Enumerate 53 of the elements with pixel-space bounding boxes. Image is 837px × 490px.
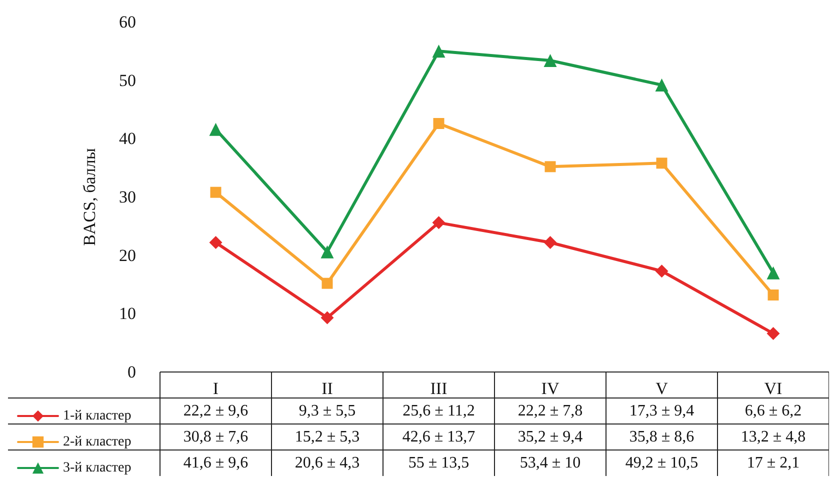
y-tick-label: 30	[119, 188, 136, 206]
y-tick-label: 10	[119, 304, 136, 324]
x-tick-label: I	[212, 379, 219, 398]
x-tick-label: VI	[764, 379, 783, 398]
data-label: 30,8 ± 7,6	[183, 428, 248, 446]
legend-label: 3-й кластер	[63, 460, 132, 476]
point	[320, 245, 334, 258]
point	[432, 44, 446, 58]
y-tick-label: 0	[128, 362, 136, 382]
data-label: 22,2 ± 9,6	[183, 402, 248, 420]
data-label: 17 ± 2,1	[746, 454, 800, 472]
point	[544, 161, 556, 172]
point	[655, 264, 668, 278]
point	[322, 278, 333, 289]
y-tick-label: 60	[119, 12, 136, 32]
point	[432, 216, 446, 230]
point	[209, 122, 222, 136]
point	[766, 327, 780, 340]
legend-label: 2-й кластер	[63, 434, 132, 450]
point	[655, 78, 668, 92]
point	[433, 118, 444, 129]
data-label: 6,6 ± 6,2	[744, 402, 802, 420]
point	[766, 266, 780, 280]
data-label: 25,6 ± 11,2	[402, 402, 475, 420]
point	[209, 236, 222, 249]
data-label: 35,8 ± 8,6	[629, 428, 694, 446]
point	[210, 186, 222, 198]
x-tick-label: IV	[541, 379, 560, 398]
y-tick-label: 50	[119, 70, 136, 90]
data-label: 13,2 ± 4,8	[740, 428, 806, 446]
data-label: 35,2 ± 9,4	[518, 428, 583, 446]
x-tick-label: V	[656, 379, 669, 398]
data-label: 17,3 ± 9,4	[629, 402, 694, 420]
legend-label: 1-й кластер	[63, 408, 132, 424]
x-tick-label: III	[430, 379, 448, 398]
data-label: 20,6 ± 4,3	[294, 454, 360, 472]
point	[320, 311, 334, 324]
y-axis-title: BACS, баллы	[80, 148, 99, 246]
y-tick-label: 20	[119, 246, 136, 265]
data-label: 49,2 ± 10,5	[625, 454, 698, 472]
data-label: 53,4 ± 10	[520, 454, 581, 472]
y-tick-label: 40	[119, 129, 136, 148]
data-label: 9,3 ± 5,5	[298, 402, 356, 420]
data-label: 42,6 ± 13,7	[402, 428, 476, 446]
point	[544, 236, 557, 249]
point	[768, 290, 779, 300]
data-label: 15,2 ± 5,3	[294, 428, 360, 446]
data-label: 55 ± 13,5	[408, 454, 470, 472]
data-label: 41,6 ± 9,6	[183, 454, 248, 472]
x-tick-label: II	[322, 379, 334, 398]
data-label: 22,2 ± 7,8	[518, 402, 583, 420]
point	[544, 54, 557, 67]
point	[656, 158, 668, 169]
